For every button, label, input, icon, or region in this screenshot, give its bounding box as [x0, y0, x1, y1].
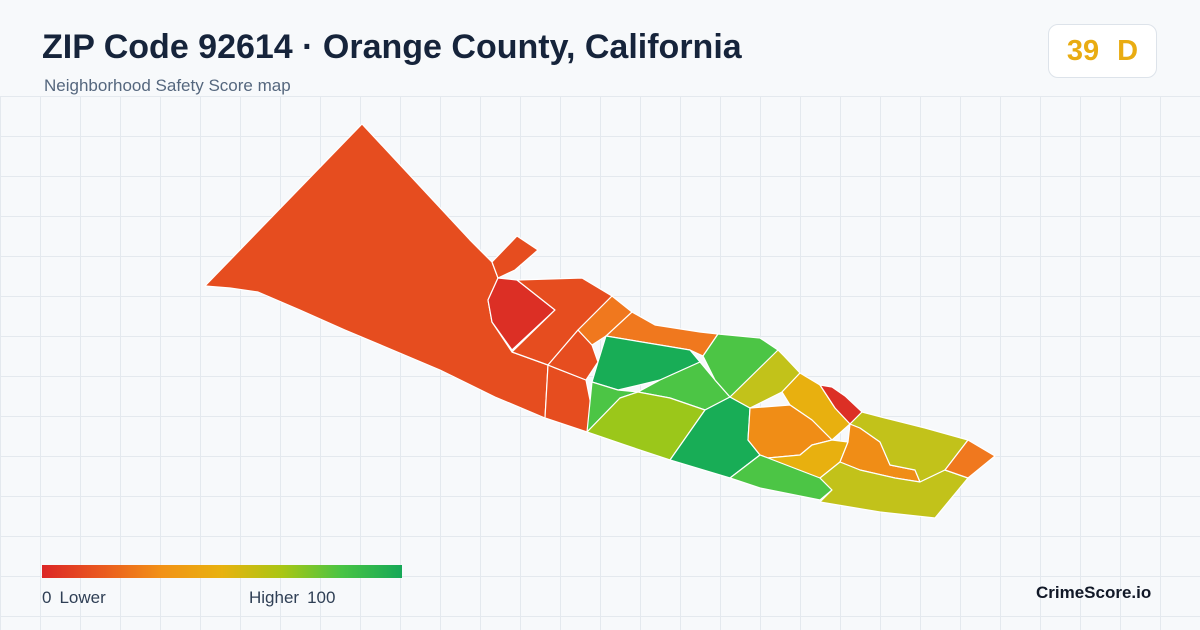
- legend-min-value: 0: [42, 588, 52, 607]
- map-region-north-notch[interactable]: [469, 235, 539, 279]
- legend-gradient-bar: [42, 565, 402, 578]
- legend-max-value: 100: [307, 588, 336, 607]
- brand-logo-text[interactable]: CrimeScore.io: [1036, 583, 1152, 602]
- map-region-east-olive[interactable]: [849, 411, 969, 483]
- page-title: ZIP Code 92614 · Orange County, Californ…: [42, 28, 742, 66]
- map-region-center-yellowgreen[interactable]: [586, 391, 706, 461]
- legend-min-text: Lower: [59, 588, 106, 607]
- page-subtitle: Neighborhood Safety Score map: [44, 76, 291, 95]
- map-region-east-tip[interactable]: [944, 439, 996, 479]
- score-grade: D: [1117, 34, 1139, 67]
- legend-max-text: Higher: [249, 588, 300, 607]
- score-badge: 39 D: [1048, 24, 1157, 78]
- legend-max-label: Higher 100: [249, 588, 335, 608]
- header-band: [0, 0, 1200, 96]
- score-value: 39: [1066, 34, 1100, 67]
- legend-min-label: 0 Lower: [42, 588, 106, 608]
